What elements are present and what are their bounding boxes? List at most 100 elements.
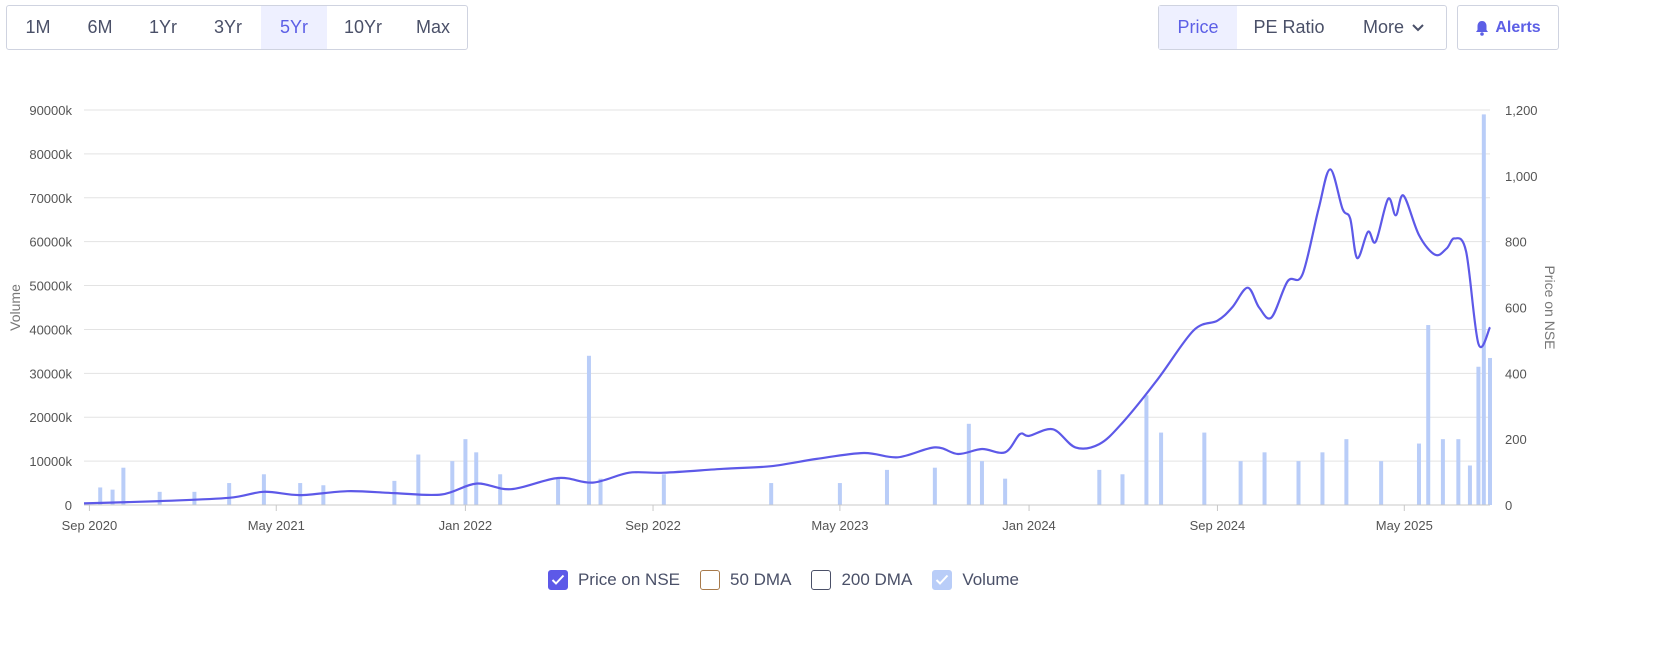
left-tick-label: 50000k (29, 279, 72, 294)
range-10yr-button[interactable]: 10Yr (343, 17, 383, 37)
volume-bar (1456, 439, 1461, 505)
volume-bar (966, 423, 971, 505)
volume-bar (98, 487, 103, 505)
x-tick-label: May 2023 (811, 518, 868, 533)
volume-bar (1416, 443, 1421, 505)
right-axis-label: Price on NSE (1542, 265, 1558, 349)
range-1m-button[interactable]: 1M (25, 17, 51, 37)
volume-bar (1320, 452, 1325, 505)
volume-bar (884, 469, 889, 505)
x-tick-label: Sep 2020 (62, 518, 118, 533)
right-tick-label: 200 (1505, 432, 1527, 447)
chart-legend: Price on NSE 50 DMA 200 DMA Volume (0, 570, 1567, 590)
volume-bar (1467, 465, 1472, 505)
volume-bar (979, 461, 984, 505)
price-tab[interactable]: Price (1159, 6, 1237, 49)
x-tick-label: Jan 2024 (1002, 518, 1056, 533)
volume-bar (1426, 325, 1431, 505)
volume-bar (227, 483, 232, 505)
volume-bar (1344, 439, 1349, 505)
chart-type-selector: Price PE Ratio More (1158, 5, 1447, 50)
left-tick-label: 90000k (29, 103, 72, 118)
legend-200-dma-label: 200 DMA (841, 570, 913, 589)
volume-bars (98, 114, 1492, 505)
left-tick-label: 60000k (29, 235, 72, 250)
range-selector: 1M 6M 1Yr 3Yr 5Yr 10Yr Max (6, 5, 468, 50)
legend-50-dma-label: 50 DMA (730, 570, 792, 589)
volume-bar (1379, 461, 1384, 505)
volume-bar (1481, 114, 1486, 505)
volume-bar (1120, 474, 1125, 505)
volume-bar (450, 461, 455, 505)
right-tick-label: 600 (1505, 301, 1527, 316)
volume-bar (121, 467, 126, 505)
volume-bar (598, 478, 603, 505)
volume-bar (1262, 452, 1267, 505)
left-tick-label: 70000k (29, 191, 72, 206)
volume-bar (416, 454, 421, 505)
range-3yr-button[interactable]: 3Yr (213, 17, 242, 37)
volume-bar (1296, 461, 1301, 505)
right-tick-label: 800 (1505, 235, 1527, 250)
legend-price-on-nse[interactable]: Price on NSE (547, 570, 680, 590)
left-tick-label: 40000k (29, 322, 72, 337)
range-6m-button[interactable]: 6M (87, 17, 113, 37)
right-tick-label: 400 (1505, 366, 1527, 381)
volume-bar (1488, 357, 1492, 505)
volume-bar (261, 474, 266, 505)
check-icon (936, 574, 949, 585)
volume-bar (498, 474, 503, 505)
checkbox-volume[interactable] (932, 570, 953, 590)
x-tick-label: Jan 2022 (439, 518, 493, 533)
volume-bar (1238, 461, 1243, 505)
right-tick-label: 1,200 (1505, 103, 1538, 118)
volume-bar (932, 467, 937, 505)
volume-bar (769, 483, 774, 505)
left-tick-label: 10000k (29, 454, 72, 469)
pe-ratio-tab[interactable]: PE Ratio (1253, 17, 1325, 37)
x-tick-label: Sep 2022 (625, 518, 681, 533)
volume-bar (321, 485, 326, 505)
left-tick-label: 0 (65, 498, 72, 513)
chart-axes: 0 10000k 20000k 30000k 40000k 50000k 60000k 700… (7, 103, 1558, 533)
left-tick-label: 30000k (29, 366, 72, 381)
volume-bar (837, 483, 842, 505)
volume-bar (1144, 395, 1149, 505)
more-label: More (1362, 17, 1404, 37)
check-icon (551, 574, 565, 585)
left-axis-label: Volume (7, 284, 23, 331)
volume-bar (661, 474, 666, 505)
alerts-button[interactable]: Alerts (1457, 5, 1559, 50)
more-dropdown[interactable]: More (1341, 6, 1446, 49)
volume-bar (1440, 439, 1445, 505)
range-max-button[interactable]: Max (415, 17, 450, 37)
chevron-down-icon (1412, 23, 1424, 31)
volume-bar (157, 491, 162, 505)
right-tick-label: 1,000 (1505, 169, 1538, 184)
right-tick-label: 0 (1505, 498, 1512, 513)
volume-bar (474, 452, 479, 505)
checkbox-200-dma[interactable] (811, 570, 832, 590)
legend-volume-label: Volume (962, 570, 1020, 589)
volume-bar (110, 489, 115, 505)
volume-bar (463, 439, 468, 505)
x-tick-label: May 2025 (1376, 518, 1433, 533)
legend-volume[interactable]: Volume (932, 570, 1019, 590)
x-tick-label: May 2021 (248, 518, 305, 533)
price-volume-chart: 0 10000k 20000k 30000k 40000k 50000k 60000k 700… (7, 103, 1558, 533)
price-series-line (83, 168, 1492, 505)
legend-50-dma[interactable]: 50 DMA (700, 570, 791, 590)
alerts-label: Alerts (1495, 18, 1541, 36)
volume-bar (1159, 432, 1164, 505)
range-1yr-button[interactable]: 1Yr (148, 17, 177, 37)
range-5yr-button[interactable]: 5Yr (261, 6, 327, 49)
checkbox-50-dma[interactable] (700, 570, 721, 590)
legend-200-dma[interactable]: 200 DMA (811, 570, 912, 590)
checkbox-price[interactable] (547, 570, 568, 590)
left-tick-label: 20000k (29, 410, 72, 425)
left-tick-label: 80000k (29, 147, 72, 162)
x-tick-label: Sep 2024 (1190, 518, 1246, 533)
volume-bar (1476, 366, 1481, 505)
price-line (83, 168, 1492, 505)
volume-bar (1202, 432, 1207, 505)
